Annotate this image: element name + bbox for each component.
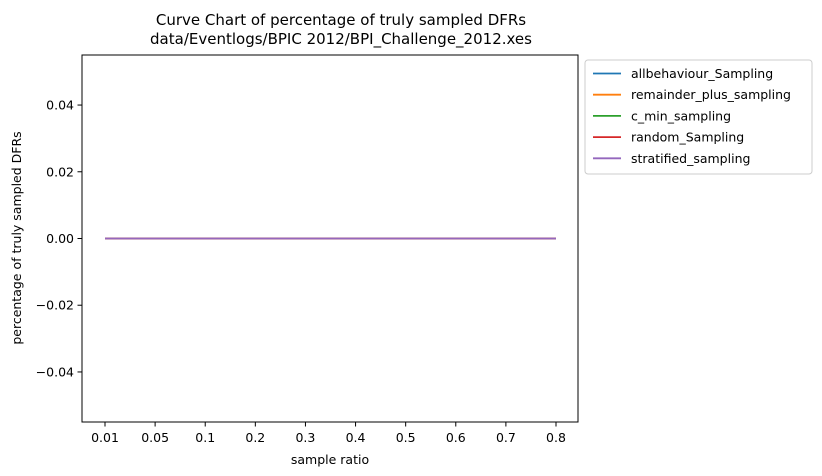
axes-layer: 0.01 0.05 0.1 0.2 0.3 0.4 0.5 0.6 0.7 0.8 −0.04 −0.… [36, 54, 579, 445]
y-tick-label: −0.02 [36, 298, 74, 313]
x-tick-label: 0.2 [245, 430, 265, 445]
legend-label: c_min_sampling [631, 108, 731, 123]
x-tick-label: 0.3 [295, 430, 315, 445]
legend-label: stratified_sampling [631, 151, 750, 166]
y-tick-label: 0.04 [46, 98, 74, 113]
x-tick-label: 0.8 [546, 430, 566, 445]
x-tick-label: 0.1 [195, 430, 215, 445]
legend-label: remainder_plus_sampling [631, 87, 791, 102]
y-tick-label: −0.04 [36, 364, 74, 379]
y-tick-label: 0.02 [46, 164, 74, 179]
chart-subtitle: data/Eventlogs/BPIC 2012/BPI_Challenge_2… [150, 30, 532, 49]
y-tick-label: 0.00 [46, 231, 74, 246]
legend-label: allbehaviour_Sampling [631, 66, 773, 81]
x-tick-label: 0.5 [396, 430, 416, 445]
legend-box [584, 59, 813, 175]
x-tick-label: 0.6 [446, 430, 466, 445]
x-tick-label: 0.05 [141, 430, 169, 445]
y-axis-label: percentage of truly sampled DFRs [9, 131, 24, 344]
x-axis-label: sample ratio [291, 452, 369, 467]
legend-label: random_Sampling [631, 130, 744, 145]
x-tick-label: 0.7 [496, 430, 516, 445]
x-tick-label: 0.01 [91, 430, 119, 445]
legend: allbehaviour_Sampling remainder_plus_samp… [584, 59, 813, 175]
x-tick-label: 0.4 [346, 430, 366, 445]
chart-title: Curve Chart of percentage of truly sampl… [156, 11, 526, 29]
